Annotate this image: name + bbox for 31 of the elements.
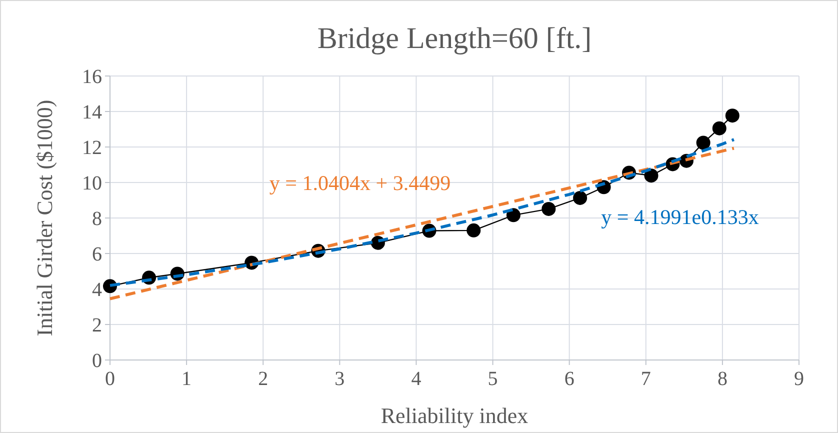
y-tick-label: 0	[92, 350, 102, 372]
x-tick-label: 6	[564, 368, 574, 390]
point	[644, 168, 658, 183]
x-tick-label: 4	[411, 368, 422, 390]
x-tick-label: 8	[717, 368, 728, 390]
x-tick-label: 1	[182, 368, 192, 390]
point	[542, 202, 556, 216]
x-tick-label: 5	[488, 368, 498, 390]
point	[712, 121, 726, 136]
x-tick-label: 2	[258, 368, 268, 390]
y-tick-label: 16	[82, 66, 102, 88]
point	[725, 108, 740, 123]
point	[573, 190, 588, 205]
point	[506, 208, 520, 222]
y-tick-label: 6	[92, 244, 102, 266]
x-tick-label: 3	[334, 368, 345, 390]
y-tick-label: 10	[82, 172, 102, 194]
y-tick-label: 12	[82, 137, 102, 159]
point	[696, 136, 710, 150]
x-tick-label: 9	[794, 368, 804, 390]
annotation: y = 4.1991e0.133x	[601, 205, 760, 229]
y-axis-title: Initial Girder Cost ($1000)	[32, 100, 57, 336]
y-tick-label: 14	[82, 102, 102, 124]
x-axis-title: Reliability index	[380, 403, 528, 428]
y-tick-label: 8	[92, 208, 102, 230]
x-tick-label: 7	[640, 368, 651, 390]
y-tick-label: 2	[92, 314, 102, 336]
point	[466, 223, 481, 238]
chart-title: Bridge Length=60 [ft.]	[317, 22, 592, 55]
y-tick-label: 4	[92, 279, 102, 301]
annotation: y = 1.0404x + 3.4499	[269, 171, 451, 195]
